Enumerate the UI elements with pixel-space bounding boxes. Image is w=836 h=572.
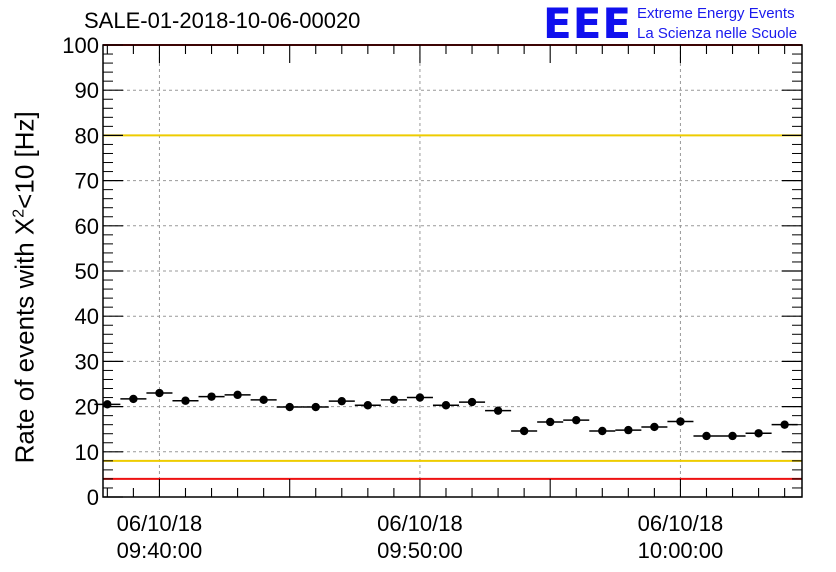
chart-title: SALE-01-2018-10-06-00020 (84, 8, 361, 33)
y-tick-labels: 0 10 20 30 40 50 60 70 80 90 100 (62, 33, 99, 510)
data-point (728, 431, 737, 441)
plot-frame (102, 44, 803, 498)
logo-caption-line2: La Scienza nelle Scuole (637, 25, 798, 42)
data-point (545, 417, 555, 427)
logo-caption-line1: Extreme Energy Events (637, 5, 795, 22)
data-point (103, 400, 112, 409)
y-tick-label: 0 (87, 485, 99, 510)
data-point (676, 417, 685, 426)
data-point (207, 392, 216, 401)
y-tick-label: 100 (62, 33, 99, 58)
data-point (702, 431, 711, 441)
y-tick-label: 80 (75, 123, 99, 148)
data-point (441, 401, 451, 410)
data-point (650, 422, 659, 432)
data-point (519, 426, 529, 436)
data-point (311, 402, 320, 412)
y-tick-label: 70 (75, 169, 99, 194)
data-point (572, 415, 581, 425)
data-point (754, 429, 763, 438)
data-point (389, 395, 399, 405)
eee-logo: EEE (543, 0, 633, 48)
x-tick-label-date: 06/10/18 (117, 511, 203, 536)
data-points (94, 388, 798, 441)
x-tick-label-time: 10:00:00 (638, 538, 724, 563)
y-tick-label: 50 (75, 259, 99, 284)
y-tick-label: 90 (75, 78, 99, 103)
data-point (598, 426, 607, 436)
x-tick-label-time: 09:50:00 (377, 538, 463, 563)
data-point (363, 401, 373, 410)
y-axis-label-unit: <10 [Hz] (9, 111, 40, 209)
data-point (467, 397, 477, 407)
data-point (415, 393, 425, 402)
data-point (493, 406, 503, 415)
y-axis-label-sup: 2 (10, 208, 28, 218)
y-tick-label: 30 (75, 349, 99, 374)
data-point (129, 394, 138, 404)
x-tick-labels: 06/10/1809:40:0006/10/1809:50:0006/10/18… (117, 511, 724, 563)
y-tick-label: 20 (75, 395, 99, 420)
data-point (780, 420, 789, 429)
data-point (233, 390, 242, 400)
y-axis-label-text: Rate of events with X (9, 217, 40, 464)
y-axis-label: Rate of events with X2<10 [Hz] (5, 107, 40, 467)
x-tick-label-date: 06/10/18 (377, 511, 463, 536)
x-tick-label-time: 09:40:00 (117, 538, 203, 563)
data-point (181, 396, 190, 405)
reference-lines (103, 44, 802, 480)
y-tick-label: 10 (75, 440, 99, 465)
logo-caption: Extreme Energy Events La Scienza nelle S… (637, 4, 797, 44)
data-point (337, 396, 346, 406)
axes (102, 44, 803, 498)
data-point (259, 395, 268, 405)
x-tick-label-date: 06/10/18 (638, 511, 724, 536)
data-point (285, 402, 294, 412)
y-tick-label: 40 (75, 304, 99, 329)
data-point (155, 388, 164, 398)
grid-lines (103, 45, 802, 497)
data-point (624, 425, 633, 435)
y-tick-label: 60 (75, 214, 99, 239)
